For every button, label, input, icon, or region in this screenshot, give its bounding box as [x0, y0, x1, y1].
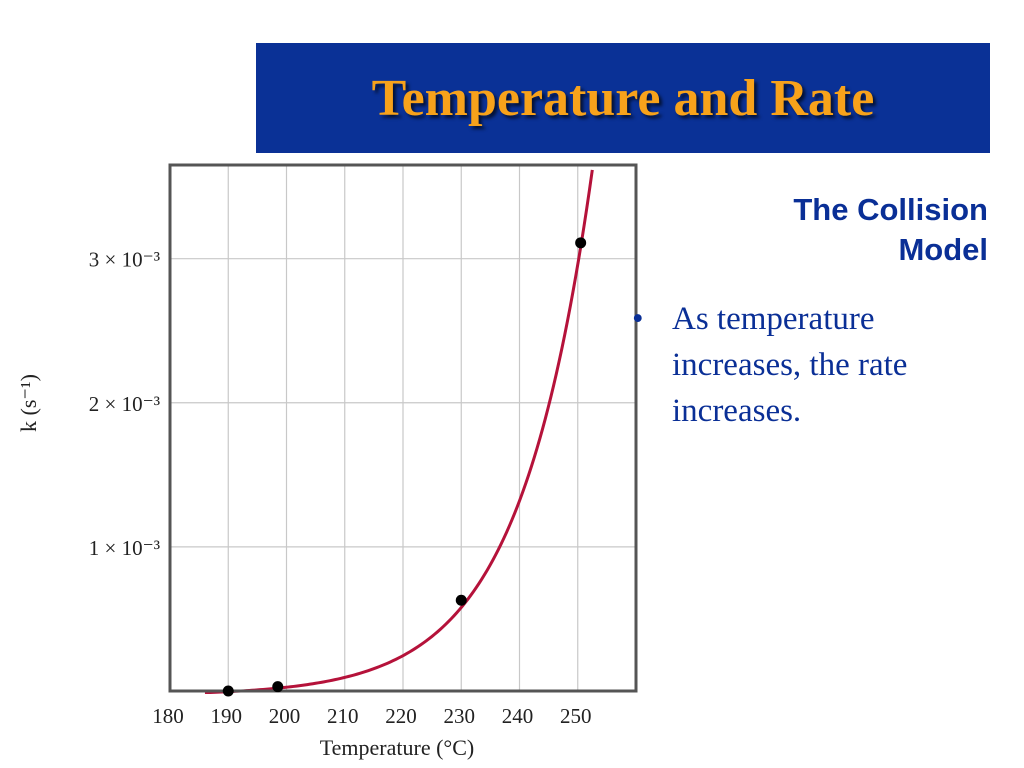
x-tick-label: 210 — [327, 704, 359, 728]
data-point — [272, 681, 284, 693]
x-tick-label: 180 — [152, 704, 184, 728]
x-tick-label: 250 — [560, 704, 592, 728]
x-tick-label: 200 — [269, 704, 301, 728]
y-tick-label: 2 × 10⁻³ — [89, 392, 160, 416]
slide-subtitle: The Collision Model — [793, 192, 988, 267]
x-tick-label: 220 — [385, 704, 417, 728]
data-point — [575, 237, 587, 249]
y-tick-label: 3 × 10⁻³ — [89, 248, 160, 272]
grid-lines — [170, 165, 636, 691]
x-tick-label: 240 — [502, 704, 534, 728]
data-points — [222, 237, 587, 697]
y-tick-label: 1 × 10⁻³ — [89, 536, 160, 560]
x-axis-label: Temperature (°C) — [320, 735, 474, 760]
bullet-marker: • — [632, 301, 644, 337]
y-axis-label: k (s⁻¹) — [16, 374, 41, 432]
bullet-text: As temperature increases, the rate incre… — [672, 301, 908, 429]
title-bar: Temperature and Rate — [256, 43, 990, 153]
plot-frame-rect — [168, 163, 638, 693]
bullet-item: • As temperature increases, the rate inc… — [632, 296, 992, 434]
slide-title: Temperature and Rate — [371, 69, 875, 127]
x-tick-labels: 180 190 200 210 220 230 240 250 — [152, 704, 591, 728]
bullet-list: • As temperature increases, the rate inc… — [632, 296, 992, 434]
x-tick-label: 230 — [444, 704, 476, 728]
rate-temperature-chart: 180 190 200 210 220 230 240 250 1 × 10⁻³ 2 × 10⁻… — [16, 163, 638, 760]
plot-frame — [168, 163, 638, 693]
data-point — [222, 685, 234, 697]
data-point — [455, 594, 467, 606]
y-tick-labels: 1 × 10⁻³ 2 × 10⁻³ 3 × 10⁻³ — [89, 248, 160, 560]
x-tick-label: 190 — [211, 704, 243, 728]
fit-curve-layer — [204, 169, 594, 694]
fit-curve — [204, 169, 594, 694]
